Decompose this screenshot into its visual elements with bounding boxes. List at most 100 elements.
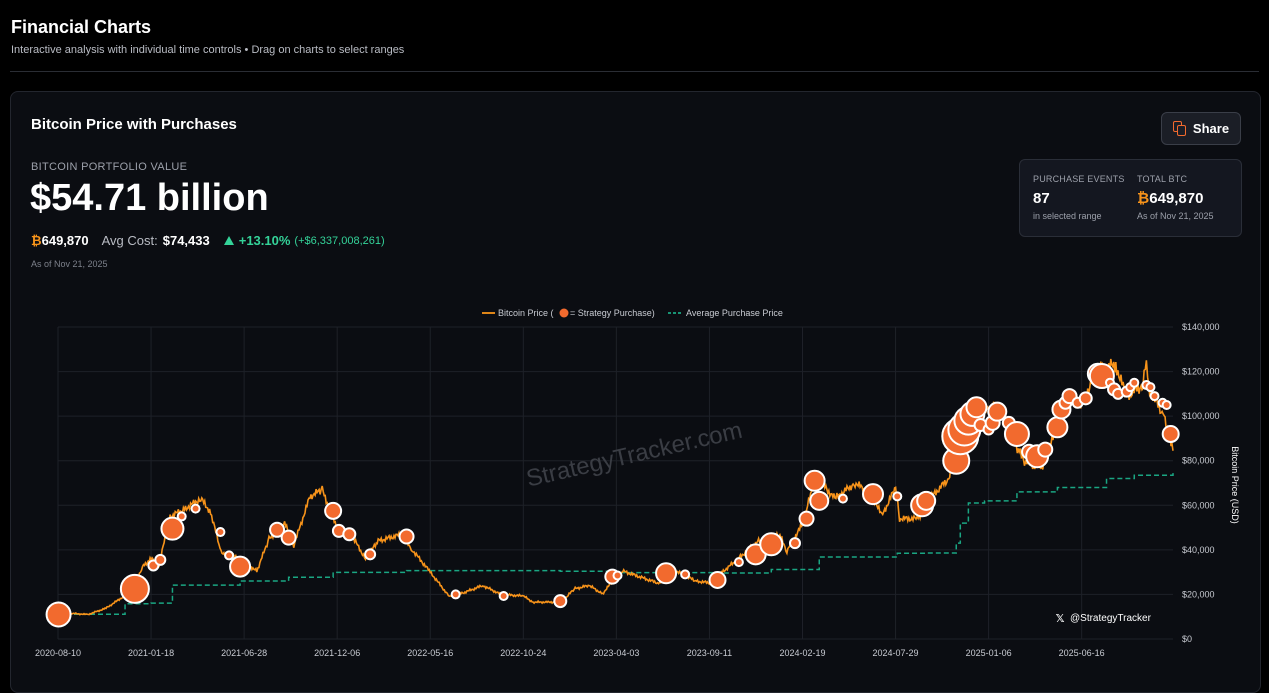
x-tick-label: 2024-02-19 — [779, 648, 825, 658]
purchase-marker — [803, 469, 826, 492]
purchase-marker — [1003, 420, 1030, 447]
purchase-marker — [1161, 400, 1172, 410]
purchase-marker — [1145, 382, 1156, 393]
x-tick-label: 2023-09-11 — [687, 648, 732, 658]
avg-cost-label: Avg Cost: — [101, 233, 158, 248]
purchase-marker — [160, 516, 185, 541]
portfolio-value: $54.71 billion — [30, 177, 269, 219]
purchase-marker — [269, 521, 286, 538]
holdings-stats: ₿ 649,870 Avg Cost: $74,433 +13.10% (+$6… — [31, 233, 385, 248]
total-btc-label: TOTAL BTC — [1137, 174, 1188, 184]
chart-grid — [57, 326, 1173, 640]
bitcoin-chart-card: Bitcoin Price with Purchases Share BITCO… — [10, 91, 1261, 693]
gain-percent: +13.10% — [238, 233, 291, 248]
portfolio-value-label: BITCOIN PORTFOLIO VALUE — [31, 161, 188, 173]
x-tick-label: 2022-10-24 — [500, 648, 546, 658]
total-btc-sub: As of Nov 21, 2025 — [1137, 211, 1214, 221]
legend-price-suffix: = Strategy Purchase) — [570, 308, 655, 318]
purchase-marker — [398, 528, 415, 545]
purchase-marker — [965, 396, 988, 419]
purchase-marker — [655, 562, 678, 585]
y-tick-label: $20,000 — [1182, 589, 1215, 599]
page-header: Financial Charts Interactive analysis wi… — [11, 14, 404, 56]
purchase-marker — [708, 570, 727, 589]
btc-holdings: 649,870 — [41, 233, 89, 248]
y-tick-label: $80,000 — [1182, 456, 1215, 466]
x-tick-label: 2021-12-06 — [314, 648, 360, 658]
x-tick-label: 2022-05-16 — [407, 648, 453, 658]
total-btc-value-row: ₿649,870 — [1137, 190, 1214, 207]
purchase-marker — [229, 555, 252, 578]
page-subtitle: Interactive analysis with individual tim… — [11, 44, 405, 56]
strategy-tracker-handle: @StrategyTracker — [1070, 613, 1152, 624]
share-button[interactable]: Share — [1161, 112, 1241, 145]
purchase-marker — [987, 401, 1008, 422]
bitcoin-price-chart[interactable]: StrategyTracker.com $0 $20,000 $40,000 $60,… — [0, 0, 1269, 671]
total-btc-symbol: ₿ — [1137, 190, 1150, 207]
y-tick-label: $140,000 — [1182, 322, 1220, 332]
page-title: Financial Charts — [11, 17, 152, 37]
bitcoin-symbol: ₿ — [31, 233, 42, 248]
purchase-marker — [154, 553, 167, 566]
purchase-marker — [862, 483, 885, 506]
y-tick-label: $120,000 — [1182, 367, 1220, 377]
purchase-events-stat: PURCHASE EVENTS 87 in selected range — [1033, 174, 1125, 221]
header-divider — [10, 71, 1259, 72]
y-tick-label: $0 — [1182, 634, 1192, 644]
purchase-marker — [190, 503, 201, 514]
x-tick-label: 2021-06-28 — [221, 648, 267, 658]
purchase-marker — [680, 569, 691, 580]
purchase-marker — [788, 537, 801, 550]
purchase-marker — [119, 573, 150, 604]
purchase-marker — [1129, 377, 1140, 388]
purchase-marker — [280, 529, 297, 546]
y-tick-label: $100,000 — [1182, 411, 1220, 421]
total-btc-value: 649,870 — [1149, 190, 1204, 207]
legend-purchase-marker-icon — [559, 308, 569, 318]
x-tick-label: 2021-01-18 — [128, 648, 174, 658]
purchase-marker — [798, 510, 815, 527]
purchase-marker — [1037, 441, 1054, 458]
average-purchase-price-line — [58, 473, 1174, 616]
purchase-marker — [324, 501, 343, 520]
purchase-marker — [224, 550, 235, 561]
y-axis-ticks: $0 $20,000 $40,000 $60,000 $80,000 $100,000 $1… — [1182, 322, 1220, 644]
card-title: Bitcoin Price with Purchases — [31, 116, 237, 133]
y-tick-label: $40,000 — [1182, 545, 1215, 555]
purchase-marker — [45, 601, 72, 628]
total-btc-stat: TOTAL BTC ₿649,870 As of Nov 21, 2025 — [1137, 174, 1214, 221]
purchase-marker — [892, 491, 903, 502]
summary-box: PURCHASE EVENTS 87 in selected range TOT… — [1019, 159, 1242, 237]
avg-cost-value: $74,433 — [162, 233, 210, 248]
purchase-marker — [450, 589, 461, 600]
as-of-date: As of Nov 21, 2025 — [31, 259, 108, 269]
purchase-events-value: 87 — [1033, 190, 1050, 207]
legend-average-label: Average Purchase Price — [686, 308, 783, 318]
purchase-marker — [553, 594, 568, 609]
x-handle-badge: 𝕏 @StrategyTracker — [1056, 612, 1152, 625]
x-tick-label: 2024-07-29 — [873, 648, 919, 658]
purchase-marker — [364, 548, 377, 561]
purchase-marker — [176, 511, 187, 522]
purchase-marker — [1149, 391, 1160, 402]
x-tick-label: 2020-08-10 — [35, 648, 81, 658]
gain-up-arrow-icon — [223, 236, 234, 245]
x-tick-label: 2023-04-03 — [593, 648, 639, 658]
purchase-events-sub: in selected range — [1033, 211, 1102, 221]
chart-legend[interactable]: Bitcoin Price ( = Strategy Purchase) Ave… — [482, 308, 783, 318]
chart-watermark: StrategyTracker.com — [524, 417, 745, 493]
purchase-marker — [809, 490, 830, 511]
purchase-marker — [1078, 391, 1093, 406]
purchase-marker — [1046, 416, 1069, 439]
legend-price-label: Bitcoin Price ( — [498, 308, 554, 318]
share-button-label: Share — [1192, 121, 1230, 136]
purchase-events-label: PURCHASE EVENTS — [1033, 174, 1125, 184]
purchase-marker — [916, 490, 937, 511]
purchase-marker — [498, 590, 509, 601]
copy-icon — [1172, 120, 1187, 137]
x-logo-icon: 𝕏 — [1056, 612, 1065, 625]
purchase-marker — [733, 557, 744, 568]
purchase-markers — [45, 362, 1180, 628]
purchase-marker — [837, 493, 848, 504]
purchase-marker — [1161, 424, 1180, 443]
